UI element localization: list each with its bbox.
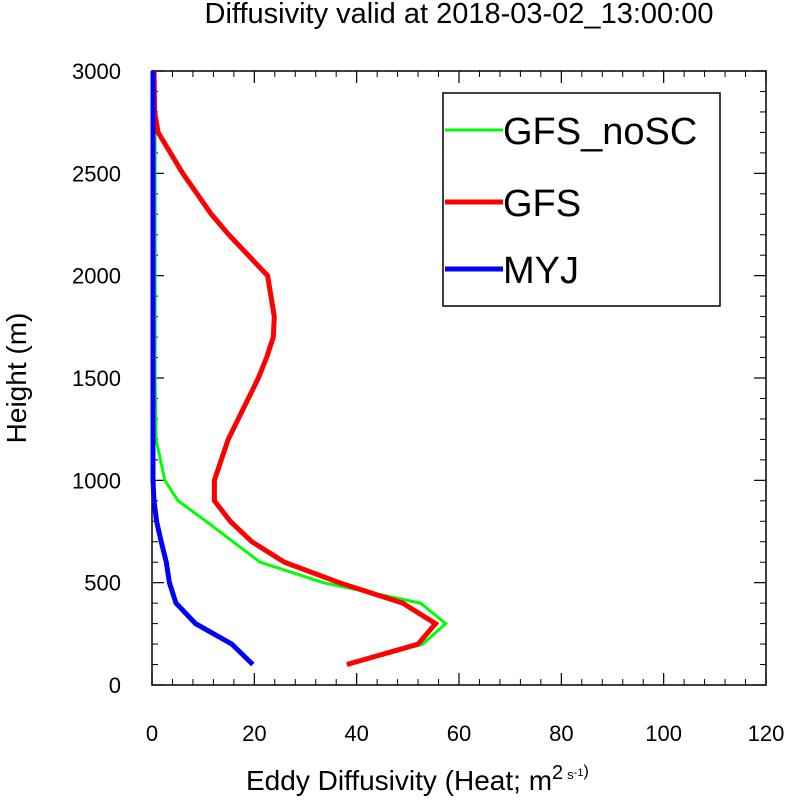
x-axis-label-sup-exp: -1 [574, 767, 584, 779]
x-axis-label-sup-base: 2 [552, 762, 563, 784]
x-tick-label: 60 [447, 721, 471, 746]
x-tick-label: 80 [549, 721, 573, 746]
chart-title: Diffusivity valid at 2018-03-02_13:00:00 [205, 0, 714, 30]
x-axis-label-sup-s: s [567, 767, 574, 782]
x-axis-label-close: ) [583, 763, 588, 780]
series-layer [150, 70, 449, 667]
y-tick-label: 1000 [72, 468, 121, 493]
x-tick-label: 20 [242, 721, 266, 746]
y-tick-label: 2000 [72, 264, 121, 289]
legend-label: GFS [503, 183, 581, 225]
legend-label: GFS_noSC [503, 111, 697, 153]
x-axis-label-main: Eddy Diffusivity (Heat; m [246, 765, 552, 796]
legend: GFS_noSC GFS MYJ [442, 92, 721, 307]
y-tick-label: 0 [109, 673, 121, 698]
y-tick-label: 3000 [72, 59, 121, 84]
series-line-gfs [151, 70, 440, 667]
series-line-myj [150, 71, 255, 667]
y-axis-label: Height (m) [1, 313, 32, 444]
x-tick-label: 40 [344, 721, 368, 746]
x-tick-labels: 0 20 40 60 80 100 120 [146, 721, 784, 746]
x-tick-label: 120 [748, 721, 785, 746]
y-tick-label: 500 [84, 571, 121, 596]
x-axis-label: Eddy Diffusivity (Heat; m2 s-1) [246, 762, 589, 796]
y-tick-label: 1500 [72, 366, 121, 391]
x-tick-label: 0 [146, 721, 158, 746]
legend-entries: GFS_noSC GFS MYJ [445, 111, 697, 292]
x-tick-label: 100 [645, 721, 682, 746]
series-line-gfs-nosc [153, 71, 449, 666]
y-tick-label: 2500 [72, 161, 121, 186]
y-tick-labels: 0 500 1000 1500 2000 2500 3000 [72, 59, 121, 698]
legend-label: MYJ [503, 250, 579, 292]
